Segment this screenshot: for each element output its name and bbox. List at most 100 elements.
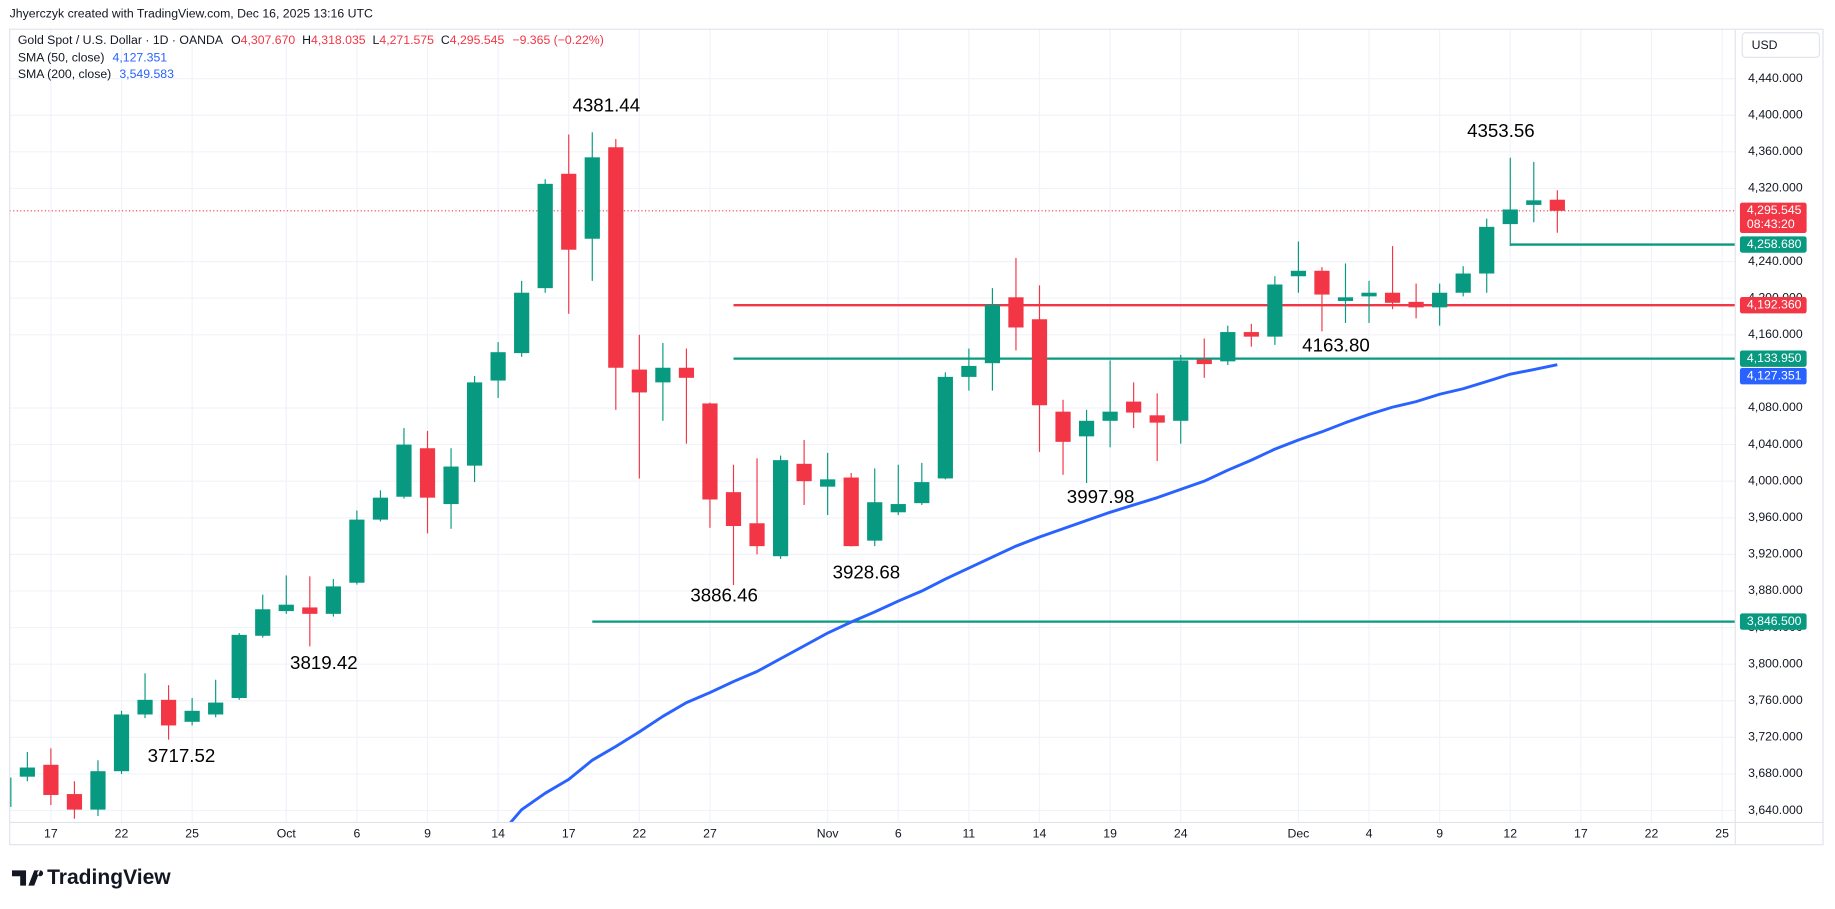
x-tick-label: 17 [562, 826, 576, 840]
annotation: 3997.98 [1067, 486, 1135, 507]
y-tick-label: 4,440.000 [1748, 71, 1803, 85]
candle-body [1290, 270, 1307, 277]
candle-body [419, 448, 436, 498]
annotation: 3717.52 [148, 745, 216, 766]
ohlc-value: 4,295.545 [450, 33, 505, 47]
candle-body [1337, 297, 1354, 301]
annotation: 4163.80 [1302, 334, 1370, 355]
candle-body [1267, 284, 1283, 337]
candle-body [655, 367, 671, 383]
x-tick-label: 6 [353, 826, 360, 840]
x-tick-label: 9 [1436, 826, 1443, 840]
candle-body [466, 382, 483, 466]
ohlc-value: 4,271.575 [379, 33, 434, 47]
indicator-value: 4,127.351 [113, 51, 168, 65]
candle-body [1102, 411, 1118, 421]
candle-body [184, 710, 200, 722]
x-tick-label: Nov [817, 826, 840, 840]
x-tick-label: 11 [963, 826, 976, 840]
candle-body [937, 376, 953, 479]
x-tick-label: 22 [1645, 826, 1659, 840]
candle-body [160, 699, 177, 726]
candle-body [890, 504, 906, 513]
x-tick-label: 14 [491, 826, 505, 840]
y-tick-label: 4,400.000 [1748, 107, 1803, 121]
candle-body [843, 477, 859, 547]
price-tag-label: 3,846.500 [1747, 614, 1802, 628]
candle-body [725, 492, 742, 527]
candle-body [1031, 319, 1048, 406]
frame [9, 28, 1824, 846]
indicator-line: SMA (50, close) 4,127.351 [18, 51, 167, 65]
candle-body [1055, 411, 1071, 442]
y-tick-label: 4,000.000 [1748, 473, 1803, 487]
axes: 3,640.000 3,680.000 3,720.000 3,760.000 3,80… [44, 71, 1807, 840]
candle-body [584, 157, 600, 239]
candle-body [984, 304, 1001, 364]
brand: TradingView [47, 866, 171, 889]
y-tick-label: 3,720.000 [1748, 730, 1803, 744]
ohlc-label: H [302, 33, 311, 47]
y-tick-label: 4,360.000 [1748, 144, 1803, 158]
candle-body [749, 523, 765, 547]
x-tick-label: Oct [277, 826, 297, 840]
x-tick-label: 14 [1033, 826, 1047, 840]
candle-body [796, 463, 812, 482]
x-tick-label: 22 [633, 826, 647, 840]
candle-body [231, 634, 247, 699]
annotation: 3928.68 [833, 561, 901, 582]
y-tick-label: 3,920.000 [1748, 547, 1803, 561]
symbol: Gold Spot / U.S. Dollar · 1D · OANDA [18, 33, 224, 47]
candle-body [1549, 199, 1565, 211]
candle-body [208, 702, 224, 715]
price-tag [1739, 613, 1807, 630]
y-tick-label: 3,880.000 [1748, 583, 1803, 597]
x-tick-label: 17 [44, 826, 58, 840]
change: −9.365 (−0.22%) [512, 33, 603, 47]
annotation: 4381.44 [573, 94, 641, 115]
ohlc-label: O [231, 33, 241, 47]
candle-body [43, 764, 59, 795]
candle-body [867, 502, 883, 541]
currency[interactable]: USD [1752, 38, 1778, 52]
candle-body [631, 369, 647, 393]
price-tag-label: 4,258.680 [1747, 237, 1802, 251]
currency-button[interactable] [1741, 32, 1821, 58]
candle-body [349, 519, 365, 583]
indicator-name: SMA (50, close) [18, 51, 105, 65]
candle-body [1526, 200, 1542, 205]
candle-body [1408, 301, 1424, 308]
candle-body [961, 365, 977, 377]
symbol-line: Gold Spot / U.S. Dollar · 1D · OANDA O 4,… [18, 33, 604, 47]
price-tag [1739, 350, 1807, 367]
sma-line [508, 363, 1558, 823]
candle-body [561, 173, 577, 250]
candle-body [278, 604, 294, 612]
x-tick-label: 22 [115, 826, 129, 840]
ohlc-label: L [373, 33, 380, 47]
candle-body [1149, 415, 1165, 423]
plot-area [9, 132, 1736, 823]
price-tag-label: 4,295.545 [1747, 203, 1802, 217]
indicator-line: SMA (200, close) 3,549.583 [18, 67, 174, 81]
price-tag-label: 4,133.950 [1747, 351, 1802, 365]
price-tag-label: 4,127.351 [1747, 368, 1802, 382]
price-countdown: 08:43:20 [1747, 217, 1795, 231]
candle-body [1432, 292, 1448, 308]
candle-body [90, 771, 106, 810]
x-tick-label: 6 [895, 826, 902, 840]
indicator-name: SMA (200, close) [18, 67, 111, 81]
grid [9, 29, 1736, 823]
candle-body [137, 699, 153, 715]
candle-body [372, 497, 389, 520]
x-tick-label: Dec [1288, 826, 1310, 840]
x-tick-label: 9 [424, 826, 431, 840]
candle-body [702, 403, 718, 500]
candle-body [302, 607, 318, 614]
candle-body [325, 586, 341, 614]
candle-body [1173, 360, 1189, 421]
annotation: 3886.46 [690, 585, 758, 606]
y-tick-label: 3,680.000 [1748, 766, 1803, 780]
